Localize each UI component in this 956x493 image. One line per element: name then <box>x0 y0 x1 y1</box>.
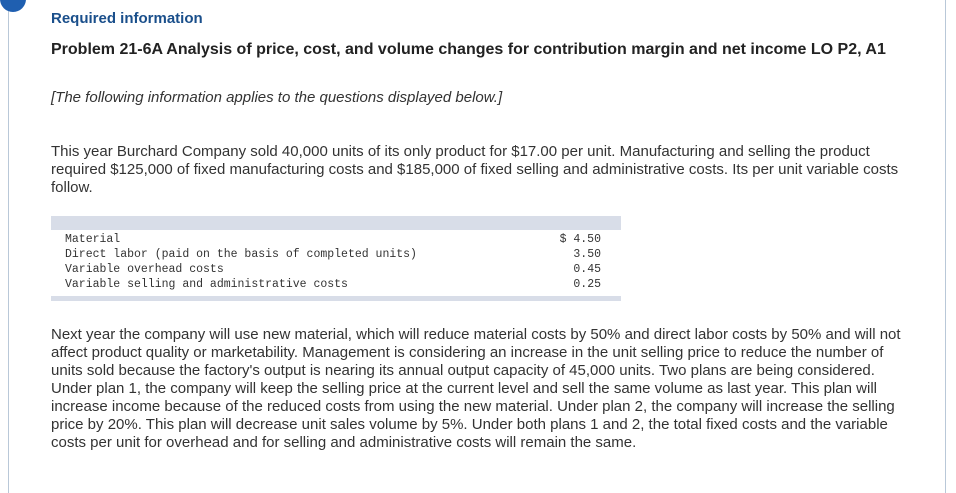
content-frame <box>8 0 946 493</box>
row-label: Material <box>65 233 121 246</box>
row-value: 0.45 <box>573 263 601 276</box>
required-information-heading: Required information <box>51 10 203 27</box>
table-body: Material $ 4.50 Direct labor (paid on th… <box>51 230 621 292</box>
row-label: Variable overhead costs <box>65 263 224 276</box>
row-label: Variable selling and administrative cost… <box>65 278 348 291</box>
table-row: Material $ 4.50 <box>51 232 621 247</box>
row-value: 3.50 <box>573 248 601 261</box>
row-value: $ 4.50 <box>559 233 601 246</box>
table-row: Variable overhead costs 0.45 <box>51 262 621 277</box>
table-header-bar <box>51 216 621 230</box>
table-row: Direct labor (paid on the basis of compl… <box>51 247 621 262</box>
row-label: Direct labor (paid on the basis of compl… <box>65 248 417 261</box>
table-row: Variable selling and administrative cost… <box>51 277 621 292</box>
question-badge-icon <box>0 0 26 12</box>
problem-title: Problem 21-6A Analysis of price, cost, a… <box>51 41 886 58</box>
intro-paragraph: This year Burchard Company sold 40,000 u… <box>51 143 899 196</box>
plans-paragraph: Next year the company will use new mater… <box>51 326 901 451</box>
row-value: 0.25 <box>573 278 601 291</box>
table-footer-bar <box>51 296 621 301</box>
applies-note: [The following information applies to th… <box>51 89 503 106</box>
variable-cost-table: Material $ 4.50 Direct labor (paid on th… <box>51 216 621 301</box>
